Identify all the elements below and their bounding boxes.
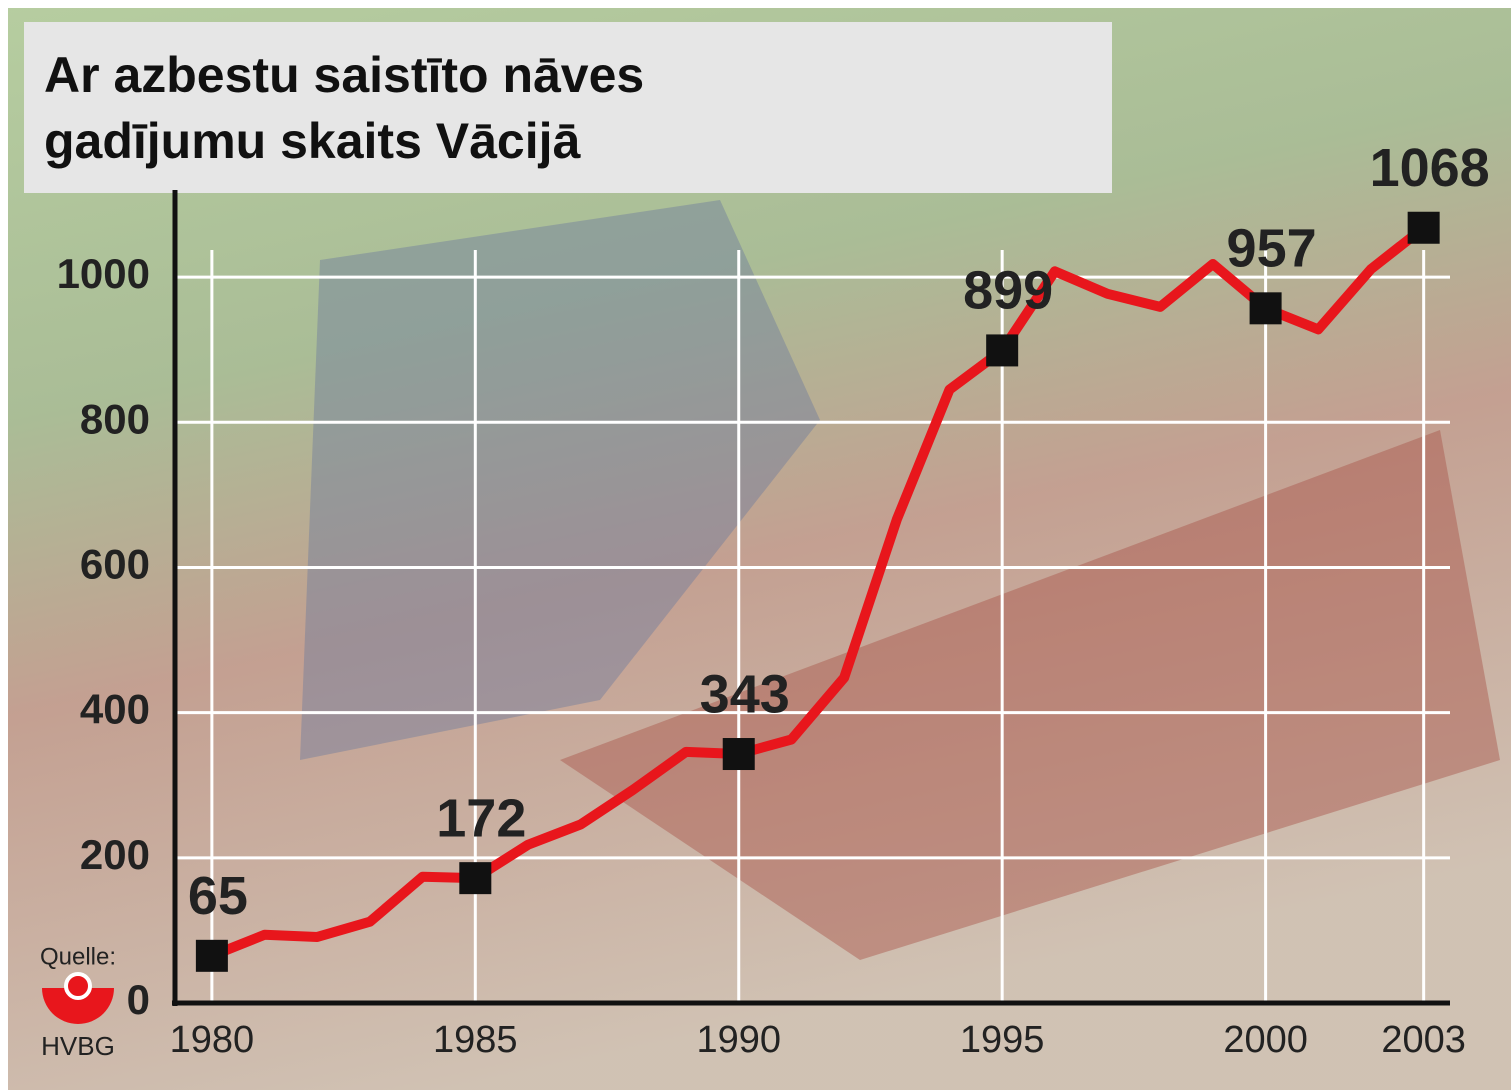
point-marker	[196, 940, 228, 972]
y-tick-label: 600	[80, 541, 150, 588]
source-label: Quelle:	[40, 943, 116, 970]
data-label: 957	[1227, 219, 1317, 279]
y-tick-label: 400	[80, 686, 150, 733]
point-marker	[1250, 292, 1282, 324]
title-line: Ar azbestu saistīto nāves	[44, 47, 644, 103]
data-label: 343	[700, 664, 790, 724]
data-label: 1068	[1370, 138, 1490, 198]
x-tick-label: 2003	[1381, 1019, 1466, 1061]
point-marker	[1408, 212, 1440, 244]
x-tick-label: 1990	[696, 1019, 781, 1061]
source: HVBG	[41, 1031, 115, 1061]
data-label: 65	[188, 866, 248, 926]
page: Ar azbestu saistīto nāves gadījumu skaits…	[0, 0, 1511, 1090]
chart: Ar azbestu saistīto nāves gadījumu skaits…	[0, 0, 1511, 1090]
x-tick-label: 1985	[433, 1019, 518, 1061]
y-tick-label: 800	[80, 395, 150, 442]
logo	[66, 974, 90, 998]
point-marker	[723, 738, 755, 770]
y-tick-label: 200	[80, 831, 150, 878]
point-marker	[986, 334, 1018, 366]
point-marker	[459, 862, 491, 894]
title-line: gadījumu skaits Vācijā	[44, 113, 582, 169]
y-tick-label: 1000	[57, 250, 150, 297]
x-tick-label: 1995	[960, 1019, 1045, 1061]
y-tick-label: 0	[127, 976, 150, 1023]
data-label: 899	[963, 261, 1053, 321]
data-label: 172	[436, 788, 526, 848]
x-tick-label: 2000	[1223, 1019, 1308, 1061]
x-tick-label: 1980	[170, 1019, 255, 1061]
